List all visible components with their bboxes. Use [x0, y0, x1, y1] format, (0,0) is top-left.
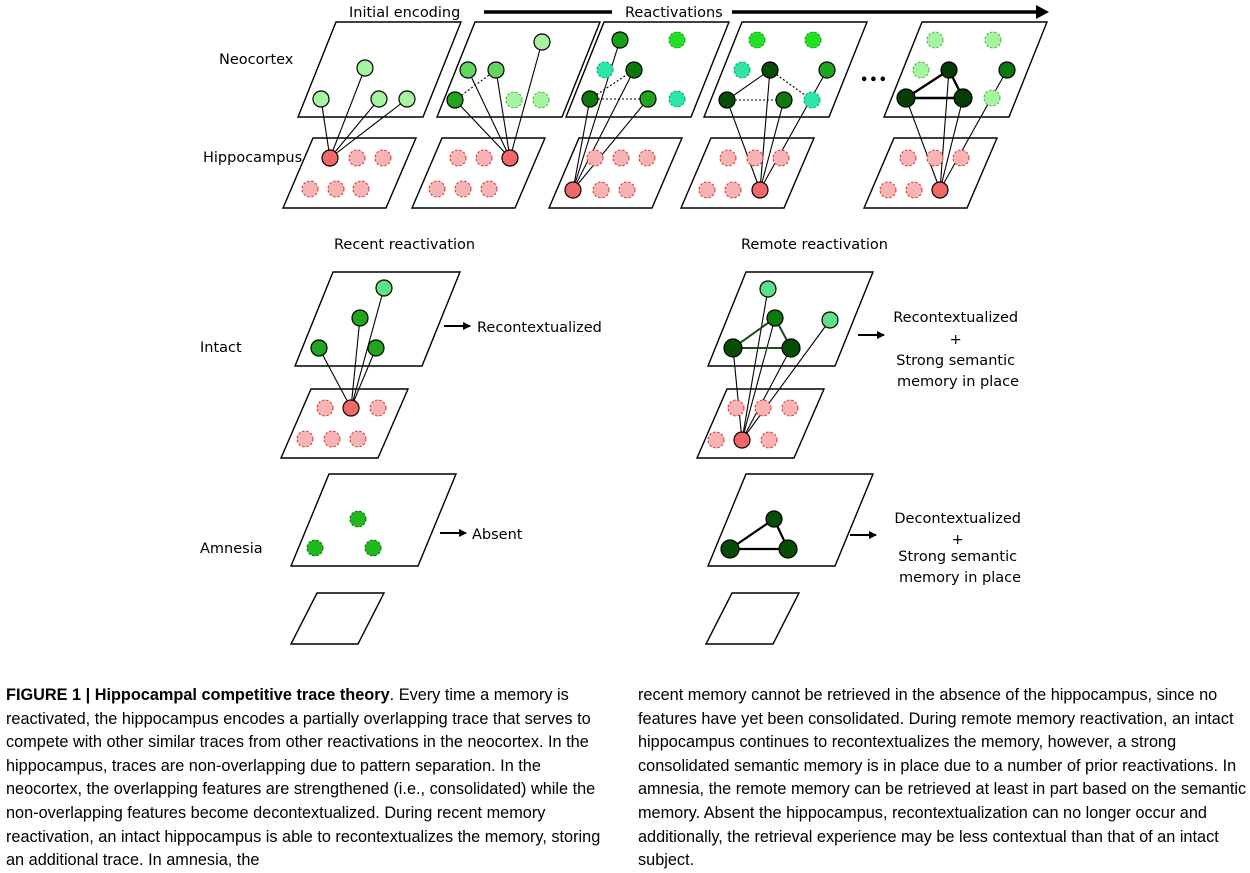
- intact-label: Intact: [200, 340, 242, 356]
- recent-intact-neocortex-nodes: [310, 279, 393, 357]
- neocortex-nodes-panel-5: [896, 31, 1016, 108]
- neocortex-nodes-panel-2: [446, 33, 551, 109]
- recent-reactivation-label: Recent reactivation: [334, 237, 475, 253]
- remote-intact-neocortex-plane: [706, 271, 875, 367]
- connections-panel-1: [320, 67, 408, 159]
- hippocampus-nodes-panel-1: [301, 149, 392, 198]
- recent-amnesia-hippocampus-plane: [289, 592, 386, 645]
- remote-reactivation-label: Remote reactivation: [741, 237, 888, 253]
- remote-amnesia-outcome: Decontextualized + Strong semantic memor…: [894, 511, 1025, 586]
- remote-intact-outcome: Recontextualized + Strong semantic memor…: [893, 310, 1022, 390]
- neocortex-nodes-panel-4: [718, 31, 836, 109]
- neocortex-nodes-panel-1: [312, 59, 416, 108]
- recent-intact-neocortex-plane: [293, 271, 462, 367]
- amnesia-label: Amnesia: [200, 541, 263, 557]
- hippocampus-nodes-panel-5: [879, 149, 970, 199]
- remote-amnesia-neocortex-nodes: [720, 510, 798, 559]
- absent-label: Absent: [472, 527, 523, 543]
- hippocampus-nodes-panel-3: [564, 149, 656, 199]
- remote-intact-neocortex-nodes: [723, 280, 839, 358]
- connections-panel-3: [572, 39, 649, 191]
- hippocampus-plane-2: [410, 137, 547, 209]
- neocortex-plane-5: [882, 21, 1049, 118]
- hippocampus-plane-1: [281, 137, 418, 209]
- figure-caption-left-text: . Every time a memory is reactivated, th…: [6, 686, 601, 870]
- figure-caption-left: FIGURE 1 | Hippocampal competitive trace…: [6, 684, 616, 873]
- hippocampus-plane-5: [862, 137, 999, 209]
- remote-intact-hippocampus-nodes: [707, 399, 799, 449]
- hippocampus-plane-4: [679, 137, 816, 209]
- ellipsis-label: •••: [860, 73, 888, 88]
- neocortex-plane-3: [564, 21, 731, 118]
- recent-intact-hippocampus-plane: [279, 388, 410, 459]
- neocortex-plane-4: [702, 21, 869, 118]
- hippocampus-nodes-panel-2: [428, 149, 519, 198]
- figure-diagram: Initial encoding Reactivations Neocortex…: [200, 5, 1049, 645]
- recent-amnesia-neocortex-nodes: [306, 510, 382, 557]
- neocortex-plane-1: [296, 21, 463, 118]
- figure-caption-right: recent memory cannot be retrieved in the…: [638, 686, 1247, 870]
- initial-encoding-label: Initial encoding: [349, 5, 460, 21]
- recent-recontextualized-label: Recontextualized: [477, 320, 602, 336]
- neocortex-nodes-panel-3: [581, 31, 686, 108]
- neocortex-plane-2: [435, 21, 602, 118]
- figure-caption-title: FIGURE 1 | Hippocampal competitive trace…: [6, 686, 390, 704]
- remote-amnesia-hippocampus-plane: [704, 592, 801, 645]
- recent-amnesia-neocortex-plane: [289, 473, 458, 567]
- reactivations-label: Reactivations: [625, 5, 723, 21]
- neocortex-label: Neocortex: [219, 52, 294, 68]
- hippocampus-label: Hippocampus: [203, 150, 302, 166]
- hippocampus-nodes-panel-4: [698, 149, 790, 199]
- remote-amnesia-neocortex-plane: [706, 473, 875, 567]
- reactivations-arrowhead: [1036, 5, 1049, 19]
- recent-intact-hippocampus-nodes: [296, 399, 387, 448]
